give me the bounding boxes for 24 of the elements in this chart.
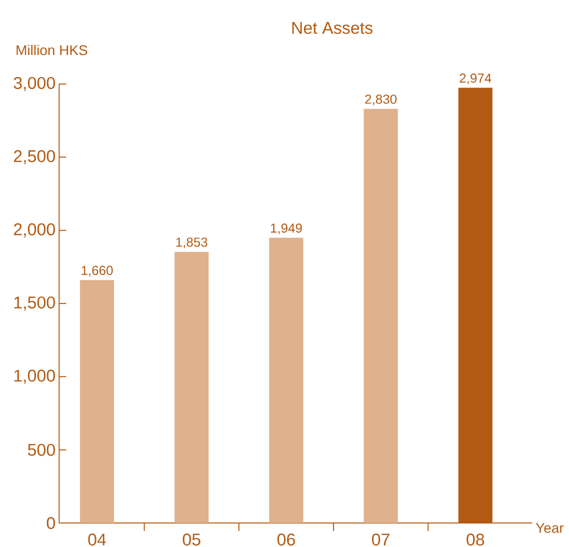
y-tick-label: 2,500 — [14, 150, 55, 164]
bar — [80, 280, 114, 523]
bar — [269, 238, 304, 523]
x-axis-title: Year — [536, 523, 564, 533]
data-label: 2,974 — [460, 74, 492, 84]
bar — [364, 108, 398, 523]
y-tick-label: 1,500 — [14, 296, 55, 311]
x-tick-label: 08 — [466, 534, 484, 546]
data-label: 1,853 — [176, 238, 208, 248]
bar — [174, 252, 209, 523]
data-label: 1,949 — [270, 224, 302, 234]
y-tick-label: 0 — [46, 516, 55, 530]
y-tick-label: 3,000 — [14, 76, 55, 92]
chart-title: Net Assets — [292, 22, 372, 34]
y-tick-label: 1,000 — [14, 370, 55, 384]
y-tick-label: 2,000 — [14, 223, 55, 238]
x-tick-label: 07 — [372, 534, 390, 546]
x-tick-label: 05 — [182, 534, 200, 546]
x-tick-label: 06 — [277, 534, 295, 546]
y-axis-title: Million HKS — [16, 44, 88, 56]
y-tick-label: 500 — [28, 444, 55, 456]
data-label: 2,830 — [365, 94, 397, 106]
x-tick-label: 04 — [88, 534, 106, 546]
data-label: 1,660 — [82, 266, 113, 277]
